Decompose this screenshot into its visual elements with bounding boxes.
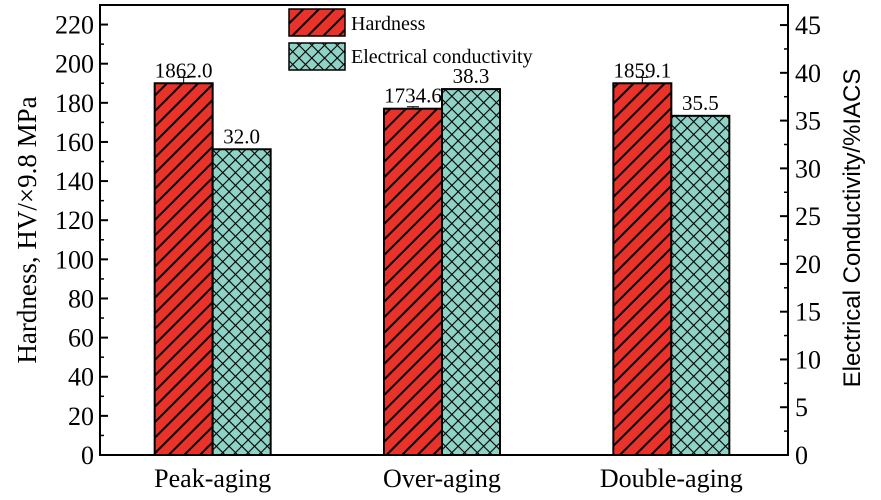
data-label-electrical-conductivity-over-aging: 38.3 (453, 64, 490, 88)
left-tick-label: 80 (68, 284, 94, 313)
error-bar-double-aging (636, 76, 649, 84)
data-label-electrical-conductivity-double-aging: 35.5 (682, 91, 719, 115)
legend-label-conductivity: Electrical conductivity (351, 46, 533, 68)
error-bar-over-aging (407, 106, 419, 109)
right-tick-label: 20 (795, 250, 821, 279)
data-label-hardness-over-aging: 1734.6 (384, 84, 442, 108)
legend: Hardness Electrical conductivity (288, 8, 533, 71)
right-tick-label: 30 (795, 154, 821, 183)
bar-hardness-over-aging (383, 107, 443, 457)
left-tick-label: 20 (68, 402, 94, 431)
left-tick-label: 200 (55, 50, 94, 79)
left-tick-label: 0 (81, 441, 94, 470)
right-tick-label: 15 (795, 298, 821, 327)
left-tick-label: 220 (55, 11, 94, 40)
right-tick-label: 25 (795, 202, 821, 231)
bar-electrical-conductivity-over-aging (441, 88, 501, 456)
plot-frame (99, 4, 789, 456)
data-label-hardness-peak-aging: 1862.0 (155, 58, 213, 82)
left-tick-label: 40 (68, 363, 94, 392)
left-tick-label: 180 (55, 89, 94, 118)
data-label-electrical-conductivity-peak-aging: 32.0 (223, 124, 260, 148)
error-bar-peak-aging (177, 76, 190, 84)
left-tick-label: 60 (68, 324, 94, 353)
x-tick-label-over-aging: Over-aging (383, 464, 501, 493)
right-tick-label: 40 (795, 59, 821, 88)
bar-hardness-double-aging (612, 82, 673, 457)
right-tick-label: 5 (795, 393, 808, 422)
data-label-hardness-double-aging: 1859.1 (613, 58, 671, 82)
left-axis-title: Hardness, HV/×9.8 MPa (12, 96, 42, 363)
right-tick-label: 45 (795, 11, 821, 40)
legend-swatch-hardness (288, 8, 346, 37)
left-tick-label: 120 (55, 206, 94, 235)
bar-electrical-conductivity-peak-aging (211, 148, 272, 456)
left-tick-label: 160 (55, 128, 94, 157)
right-tick-label: 10 (795, 345, 821, 374)
left-tick-label: 140 (55, 167, 94, 196)
right-tick-label: 0 (795, 441, 808, 470)
x-tick-label-peak-aging: Peak-aging (154, 464, 271, 493)
bar-hardness-peak-aging (153, 82, 214, 457)
right-tick-label: 35 (795, 107, 821, 136)
bar-electrical-conductivity-double-aging (670, 114, 731, 456)
right-axis-title: Electrical Conductivity/%IACS (839, 69, 866, 388)
x-tick-label-double-aging: Double-aging (600, 464, 743, 493)
legend-label-hardness: Hardness (351, 13, 426, 35)
left-tick-label: 100 (55, 245, 94, 274)
legend-swatch-conductivity (288, 42, 346, 71)
